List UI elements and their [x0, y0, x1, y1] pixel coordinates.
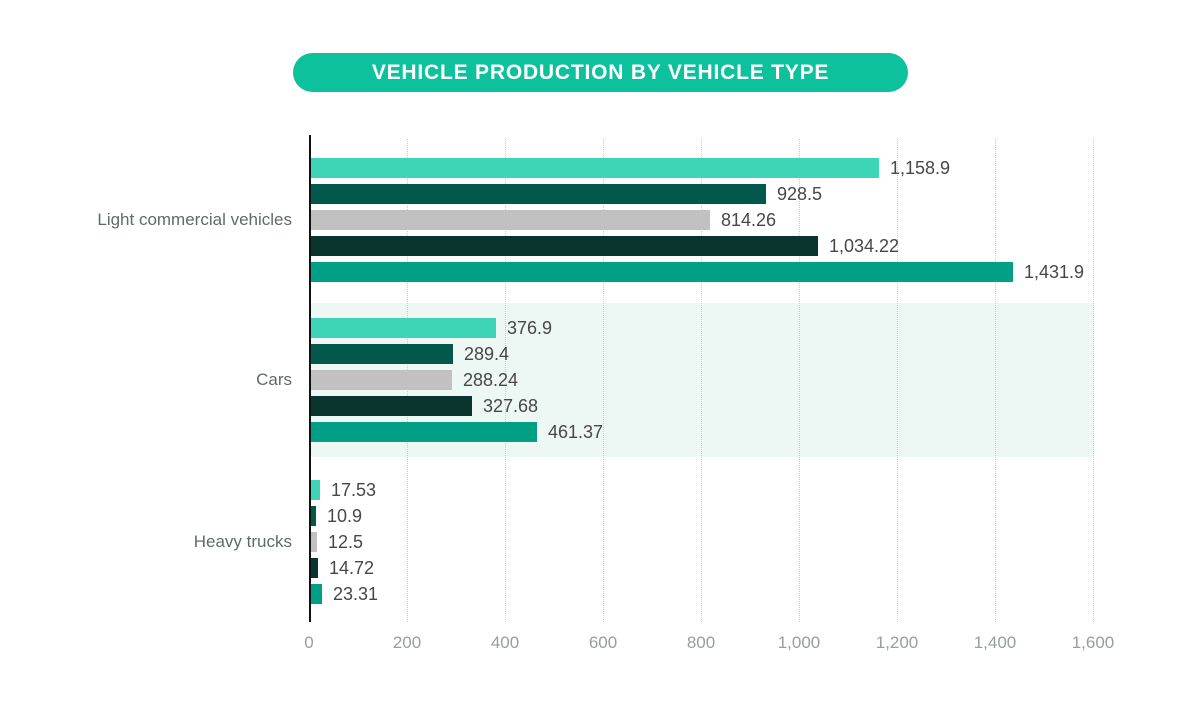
- bar: [311, 370, 452, 390]
- bar: [311, 210, 710, 230]
- bar: [311, 158, 879, 178]
- category-label: Heavy trucks: [193, 532, 292, 551]
- category-label: Cars: [256, 370, 292, 389]
- gridline: [1093, 139, 1094, 622]
- gridline: [505, 139, 506, 622]
- bar: [311, 262, 1013, 282]
- bar: [311, 584, 322, 604]
- bar-value-label: 17.53: [331, 480, 377, 500]
- bar: [311, 184, 766, 204]
- bar-value-label: 461.37: [548, 422, 604, 442]
- bar: [311, 558, 318, 578]
- bar-value-label: 23.31: [333, 584, 379, 604]
- bar: [311, 396, 472, 416]
- bar-value-label: 14.72: [329, 558, 375, 578]
- gridline: [603, 139, 604, 622]
- x-tick-label: 1,000: [777, 633, 821, 652]
- bar-value-label: 10.9: [327, 506, 363, 526]
- x-tick-label: 800: [686, 633, 716, 652]
- bar: [311, 422, 537, 442]
- bar-value-label: 928.5: [777, 184, 823, 204]
- bar: [311, 506, 316, 526]
- chart-title: VEHICLE PRODUCTION BY VEHICLE TYPE: [371, 60, 830, 84]
- bar-value-label: 1,158.9: [890, 158, 951, 178]
- bar-value-label: 376.9: [507, 318, 553, 338]
- bar-value-label: 814.26: [721, 210, 777, 230]
- bar-value-label: 288.24: [463, 370, 519, 390]
- gridline: [799, 139, 800, 622]
- x-tick-label: 600: [588, 633, 618, 652]
- x-tick-label: 1,600: [1071, 633, 1115, 652]
- bar-value-label: 289.4: [464, 344, 510, 364]
- bar: [311, 318, 496, 338]
- gridline: [701, 139, 702, 622]
- x-tick-label: 1,200: [875, 633, 919, 652]
- gridline: [995, 139, 996, 622]
- gridline: [897, 139, 898, 622]
- x-tick-label: 1,400: [973, 633, 1017, 652]
- y-axis-line: [309, 135, 311, 622]
- chart-title-pill: VEHICLE PRODUCTION BY VEHICLE TYPE: [293, 53, 908, 92]
- x-tick-label: 0: [304, 633, 314, 652]
- bar: [311, 532, 317, 552]
- x-tick-label: 200: [392, 633, 422, 652]
- bar-value-label: 1,431.9: [1024, 262, 1085, 282]
- x-tick-label: 400: [490, 633, 520, 652]
- bar-value-label: 12.5: [328, 532, 364, 552]
- bar: [311, 344, 453, 364]
- bar-value-label: 327.68: [483, 396, 539, 416]
- category-label: Light commercial vehicles: [97, 210, 292, 229]
- bar: [311, 236, 818, 256]
- bar-value-label: 1,034.22: [829, 236, 900, 256]
- bar: [311, 480, 320, 500]
